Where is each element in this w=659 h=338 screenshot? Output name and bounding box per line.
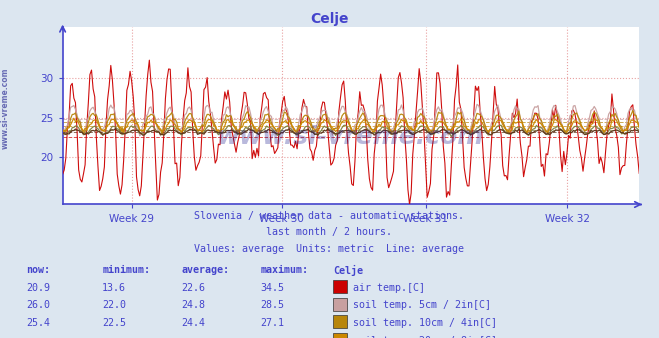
Text: 24.4: 24.4 [181, 318, 205, 328]
Text: Values: average  Units: metric  Line: average: Values: average Units: metric Line: aver… [194, 244, 465, 254]
Text: 22.5: 22.5 [102, 318, 126, 328]
Text: 25.4: 25.4 [26, 318, 50, 328]
Text: 13.6: 13.6 [102, 283, 126, 293]
Text: 22.6: 22.6 [181, 283, 205, 293]
Text: 20.9: 20.9 [26, 283, 50, 293]
Text: soil temp. 20cm / 8in[C]: soil temp. 20cm / 8in[C] [353, 336, 497, 338]
Text: Slovenia / weather data - automatic stations.: Slovenia / weather data - automatic stat… [194, 211, 465, 221]
Text: 22.0: 22.0 [102, 300, 126, 311]
Text: last month / 2 hours.: last month / 2 hours. [266, 227, 393, 238]
Text: maximum:: maximum: [260, 265, 308, 275]
Text: -nan: -nan [181, 336, 205, 338]
Text: soil temp. 10cm / 4in[C]: soil temp. 10cm / 4in[C] [353, 318, 497, 328]
Text: minimum:: minimum: [102, 265, 150, 275]
Text: -nan: -nan [260, 336, 284, 338]
Text: -nan: -nan [26, 336, 50, 338]
Text: 28.5: 28.5 [260, 300, 284, 311]
Text: air temp.[C]: air temp.[C] [353, 283, 424, 293]
Text: soil temp. 5cm / 2in[C]: soil temp. 5cm / 2in[C] [353, 300, 490, 311]
Text: www.si-vreme.com: www.si-vreme.com [1, 67, 10, 149]
Text: average:: average: [181, 265, 229, 275]
Text: 27.1: 27.1 [260, 318, 284, 328]
Text: Celje: Celje [310, 12, 349, 26]
Text: now:: now: [26, 265, 50, 275]
Text: Celje: Celje [333, 265, 363, 276]
Text: 24.8: 24.8 [181, 300, 205, 311]
Text: 34.5: 34.5 [260, 283, 284, 293]
Text: www.si-vreme.com: www.si-vreme.com [217, 125, 484, 149]
Text: 26.0: 26.0 [26, 300, 50, 311]
Text: -nan: -nan [102, 336, 126, 338]
